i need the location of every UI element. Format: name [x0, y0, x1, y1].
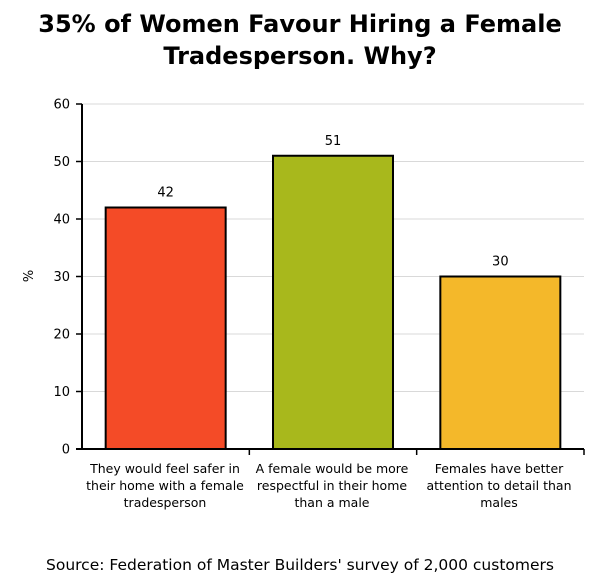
y-tick-label: 50 — [53, 155, 70, 170]
category-label-2: A female would be more respectful in the… — [255, 461, 409, 510]
chart-title: 35% of Women Favour Hiring a Female Trad… — [0, 8, 600, 72]
source-note: Source: Federation of Master Builders' s… — [46, 556, 554, 574]
value-label-1: 42 — [157, 186, 174, 201]
bars — [104, 154, 562, 450]
category-label-1: They would feel safer in their home with… — [86, 461, 244, 510]
y-tick-label: 20 — [53, 328, 70, 343]
bar-3 — [439, 275, 562, 450]
category-label-3: Females have better attention to detail … — [426, 461, 572, 510]
chart-title-line-2: Tradesperson. Why? — [163, 42, 437, 70]
value-labels: 42 51 30 — [157, 134, 508, 270]
y-tick-label: 0 — [62, 443, 70, 458]
bar-2 — [272, 154, 394, 450]
y-tick-label: 40 — [53, 213, 70, 228]
value-label-3: 30 — [492, 255, 509, 270]
bar-1 — [104, 206, 227, 450]
y-tick-label: 30 — [53, 270, 70, 285]
chart-title-line-1: 35% of Women Favour Hiring a Female — [38, 10, 562, 38]
value-label-2: 51 — [325, 134, 342, 149]
axes: 0 10 20 30 40 50 60 — [53, 98, 585, 458]
y-tick-label: 10 — [53, 385, 70, 400]
y-tick-label: 60 — [53, 98, 70, 113]
y-axis-title: % — [22, 270, 37, 282]
